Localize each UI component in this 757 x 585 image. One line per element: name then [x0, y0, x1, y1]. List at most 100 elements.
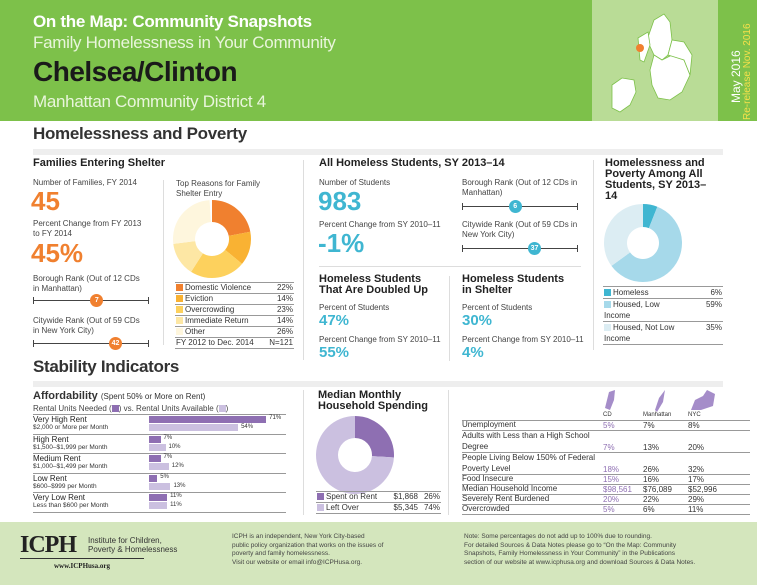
- legend-label-wrap: Other: [176, 327, 205, 337]
- note-line: Snapshots, Family Homelessness in Your C…: [464, 550, 675, 557]
- donut-slice-homeless: [643, 204, 658, 229]
- indicator-row: Median Household Income $98,561 $76,089 $52…: [462, 484, 750, 494]
- legend-label: Spent on Rent: [326, 492, 378, 501]
- indicator-value-nyc: 29%: [688, 495, 705, 504]
- donut-slice-left-over: [316, 416, 394, 494]
- divider: [448, 390, 449, 515]
- legend-label-wrap: Housed, Not Low Income: [604, 322, 679, 344]
- legend-item: Spent on Rent $1,868 26%: [316, 492, 441, 503]
- section-title-homelessness: Homelessness and Poverty: [33, 124, 247, 143]
- indicator-value-manhattan: 7%: [643, 421, 655, 430]
- legend-swatch: [604, 324, 611, 331]
- rent-tier-label: Very High Rent: [33, 415, 87, 424]
- poverty-donut-chart: [604, 204, 682, 282]
- needed-bar: [149, 435, 161, 443]
- legend-values: $1,868 26%: [394, 492, 440, 502]
- indicator-label: Overcrowded: [462, 504, 510, 513]
- legend-swatch: [176, 295, 183, 302]
- rank-marker: 37: [528, 242, 541, 255]
- shelter-chg: 4%: [462, 344, 484, 361]
- indicator-value-manhattan: 22%: [643, 495, 660, 504]
- families-pct-change: 45%: [31, 238, 84, 268]
- legend-label: Overcrowding: [185, 305, 235, 314]
- students-borough-rank-scale: 6: [462, 200, 578, 213]
- families-number: 45: [31, 186, 60, 216]
- org-name-1: Institute for Children,: [88, 536, 162, 545]
- families-city-rank-scale: 42: [33, 337, 149, 350]
- donut-slice-other: [173, 200, 211, 244]
- legend-swatch: [317, 493, 324, 500]
- doubled-chg-label: Percent Change from SY 2010–11: [319, 335, 441, 344]
- legend-value: 74%: [423, 503, 440, 512]
- indicator-value-cd: $98,561: [603, 485, 632, 494]
- legend-swatch: [176, 328, 183, 335]
- students-num-label: Number of Students: [319, 178, 391, 187]
- rent-tier-range: $600–$999 per Month: [33, 482, 97, 490]
- students-city-rank-scale: 37: [462, 242, 578, 255]
- manhattan-map-icon: [655, 390, 665, 412]
- legend-item: Eviction 14%: [175, 294, 294, 305]
- rent-tier-label: High Rent: [33, 434, 69, 444]
- indicator-value-cd: 15%: [603, 475, 620, 484]
- divider: [33, 512, 286, 513]
- rent-tier-range: $2,000 or More per Month: [33, 424, 109, 431]
- section-band: [33, 149, 723, 155]
- rank-marker: 42: [109, 337, 122, 350]
- legend-values: 14%: [277, 294, 293, 304]
- rent-tier-label: Medium Rent: [33, 454, 81, 463]
- legend-values: 6%: [710, 287, 722, 298]
- indicator-value-nyc: $52,996: [688, 485, 717, 494]
- families-borough-rank-scale: 7: [33, 294, 149, 307]
- website-link[interactable]: www.ICPHusa.org: [54, 562, 111, 570]
- needed-value: 11%: [170, 493, 182, 499]
- legend-value: 6%: [710, 288, 722, 297]
- available-bar: [149, 502, 168, 509]
- region-map-icons: [605, 390, 715, 412]
- about-text: ICPH is an independent, New York City-ba…: [232, 533, 383, 567]
- spending-donut-chart: [316, 416, 394, 494]
- cd-map-icon: [605, 390, 615, 410]
- legend-swatch: [604, 301, 611, 308]
- indicator-label: Median Household Income: [462, 484, 558, 493]
- affordability-row: High Rent $1,500–$1,999 per Month 7% 10%: [33, 433, 286, 452]
- divider: [449, 276, 450, 361]
- students-number: 983: [318, 186, 362, 216]
- col-cd: CD: [603, 412, 612, 418]
- indicator-value-cd: 20%: [603, 495, 620, 504]
- needed-bar: [149, 494, 168, 501]
- families-title: Families Entering Shelter: [33, 157, 166, 169]
- students-city-label: Citywide Rank (Out of 59 CDs in New York…: [462, 220, 578, 239]
- affordability-row: Low Rent $600–$999 per Month 5% 13%: [33, 472, 286, 491]
- available-value: 54%: [241, 424, 254, 430]
- legend-value: 14%: [276, 294, 293, 303]
- legend-label-wrap: Left Over: [317, 503, 359, 513]
- legend-values: $5,345 74%: [394, 503, 440, 513]
- indicator-value-manhattan: 13%: [643, 443, 660, 452]
- indicator-value-manhattan: $76,089: [643, 485, 672, 494]
- district-label: Manhattan Community District 4: [33, 92, 266, 111]
- available-bar: [149, 463, 169, 470]
- rank-marker: 6: [508, 200, 522, 213]
- families-city-label: Citywide Rank (Out of 59 CDs in New York…: [33, 316, 140, 335]
- indicator-label: Severely Rent Burdened: [462, 494, 550, 503]
- legend-label-wrap: Housed, Low Income: [604, 299, 679, 321]
- families-num-label: Number of Families, FY 2014: [33, 178, 137, 187]
- legend-values: 14%: [277, 316, 293, 326]
- legend-text: ): [225, 404, 229, 413]
- divider: [462, 514, 750, 515]
- col-nyc: NYC: [688, 412, 701, 418]
- doubled-chg: 55%: [319, 344, 350, 361]
- legend-value: 14%: [276, 316, 293, 325]
- poverty-title: Homelessness and Poverty Among All Stude…: [605, 157, 707, 202]
- spending-title: Median Monthly Household Spending: [318, 389, 428, 412]
- legend-amount: $1,868: [393, 492, 418, 501]
- students-pct-label: Percent Change from SY 2010–11: [319, 220, 441, 229]
- affordability-title-wrap: Affordability (Spent 50% or More on Rent…: [33, 390, 205, 402]
- affordability-row: Medium Rent $1,000–$1,499 per Month 7% 12%: [33, 453, 286, 471]
- series-subtitle: Family Homelessness in Your Community: [33, 33, 336, 52]
- legend-label: Other: [185, 327, 206, 336]
- indicator-value-nyc: 8%: [688, 421, 700, 430]
- about-line: Visit our website or email info@ICPHusa.…: [232, 558, 363, 566]
- indicator-value-manhattan: 16%: [643, 475, 660, 484]
- shelter-pct-label: Percent of Students: [462, 303, 533, 312]
